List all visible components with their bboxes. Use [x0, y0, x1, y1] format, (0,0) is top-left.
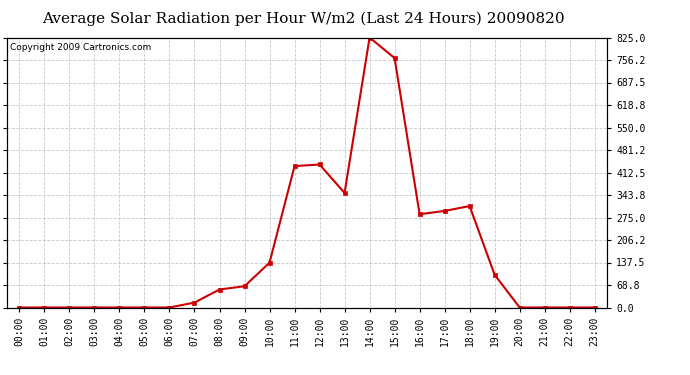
Text: Average Solar Radiation per Hour W/m2 (Last 24 Hours) 20090820: Average Solar Radiation per Hour W/m2 (L… — [42, 11, 565, 26]
Text: Copyright 2009 Cartronics.com: Copyright 2009 Cartronics.com — [10, 43, 151, 52]
